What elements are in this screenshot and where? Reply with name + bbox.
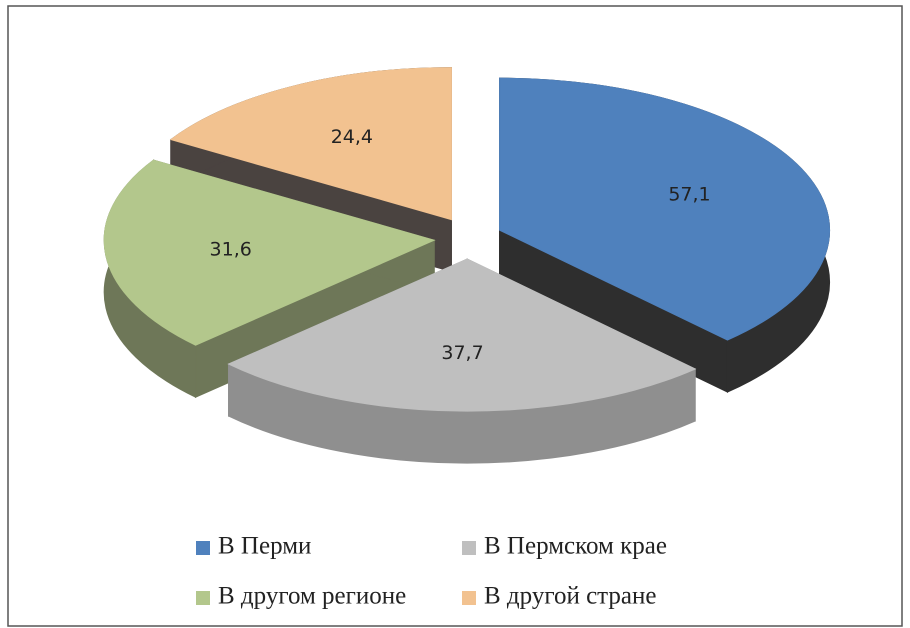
data-label: 57,1 <box>668 184 710 206</box>
legend-label: В Пермском крае <box>484 533 667 560</box>
legend-label: В другом регионе <box>218 583 406 610</box>
pie-slice <box>227 258 697 464</box>
slice-top <box>169 67 452 221</box>
pie-slice <box>499 77 831 393</box>
legend-swatch <box>462 541 476 555</box>
slice-top <box>499 77 831 341</box>
data-label: 37,7 <box>441 342 483 364</box>
legend-swatch <box>196 591 210 605</box>
slice-top <box>227 258 697 412</box>
slice-top <box>103 159 436 346</box>
legend-label: В Перми <box>218 533 311 560</box>
legend-swatch <box>196 541 210 555</box>
data-label: 31,6 <box>210 238 252 260</box>
data-label: 24,4 <box>331 126 373 148</box>
legend-swatch <box>462 591 476 605</box>
legend-label: В другой стране <box>484 583 656 610</box>
